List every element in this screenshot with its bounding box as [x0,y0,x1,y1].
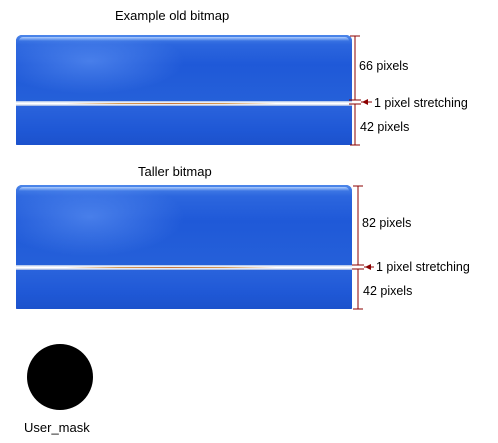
old-bitmap-bottom-section [16,106,352,145]
taller-bitmap-stretch-line [16,265,352,270]
user-mask-label: User_mask [24,420,90,435]
old-bitmap-top-section [16,35,352,101]
old-bitmap-panel [16,35,352,145]
old-stretch-arrowhead [362,99,368,105]
example-old-bitmap-title: Example old bitmap [115,8,230,23]
user-mask-circle [27,344,93,410]
taller-bitmap-top-section [16,185,352,265]
old-bottom-dimension-label: 42 pixels [360,120,410,134]
taller-stretch-arrowhead [365,264,371,270]
taller-stretch-dimension-label: 1 pixel stretching [376,260,470,274]
taller-top-dimension-label: 82 pixels [362,216,412,230]
old-stretch-dimension-label: 1 pixel stretching [374,96,468,110]
taller-bitmap-bottom-section [16,270,352,309]
taller-bottom-dimension-label: 42 pixels [363,284,413,298]
old-top-dimension-label: 66 pixels [359,59,409,73]
old-bitmap-stretch-line [16,101,352,106]
taller-bitmap-title: Taller bitmap [138,164,212,179]
taller-bitmap-panel [16,185,352,309]
